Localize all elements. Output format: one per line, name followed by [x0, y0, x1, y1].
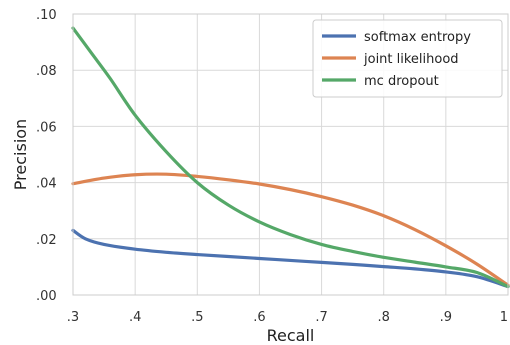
legend-label-2: mc dropout: [364, 74, 439, 89]
legend: softmax entropy joint likelihood mc dropou…: [312, 19, 503, 98]
x-tick-label-2: .5: [191, 310, 203, 325]
x-axis-label: Recall: [267, 326, 315, 345]
y-tick-label-4: .08: [36, 64, 57, 79]
y-axis-label: Precision: [11, 119, 30, 190]
x-tick-label-7: 1: [500, 310, 508, 325]
y-tick-label-1: .02: [36, 233, 57, 248]
x-tick-label-1: .4: [129, 310, 141, 325]
legend-box: [312, 19, 503, 98]
x-tick-labels: .3 .4 .5 .6 .7 .8 .9 1: [67, 310, 508, 325]
x-tick-label-5: .8: [378, 310, 390, 325]
series-layer: [71, 26, 510, 289]
y-tick-label-5: .10: [36, 8, 57, 23]
series-line-2: [71, 26, 510, 289]
legend-label-1: joint likelihood: [363, 52, 459, 67]
series-line-0: [71, 228, 510, 289]
legend-label-0: softmax entropy: [364, 30, 471, 45]
y-tick-label-0: .00: [36, 289, 57, 304]
x-tick-label-3: .6: [253, 310, 265, 325]
x-tick-label-4: .7: [315, 310, 327, 325]
series-line-1: [71, 172, 510, 287]
x-tick-label-0: .3: [67, 310, 79, 325]
plot-frame: [72, 13, 509, 296]
y-tick-labels: .00 .02 .04 .06 .08 .10: [36, 8, 57, 304]
x-tick-label-6: .9: [440, 310, 452, 325]
y-tick-label-2: .04: [36, 177, 57, 192]
y-tick-label-3: .06: [36, 120, 57, 135]
